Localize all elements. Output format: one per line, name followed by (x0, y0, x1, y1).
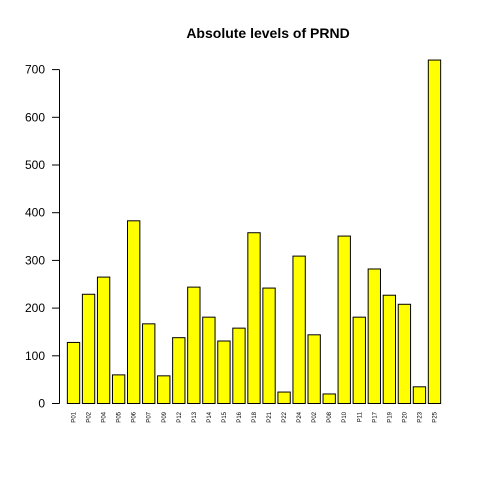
bar-p20 (397, 303, 412, 404)
x-tick-label: P12 (177, 411, 183, 422)
x-tick-label: P04 (102, 411, 108, 422)
bar-p15 (217, 340, 231, 404)
bar-p17 (367, 268, 381, 404)
x-tick-label: P14 (207, 411, 213, 422)
x-tick-labels: P01 P02 P04 P05 P06 P07 P09 P12 P13 P14 P15 P16 P18 P… (72, 411, 439, 422)
bar-p07 (142, 323, 156, 404)
x-tick-label: P05 (117, 411, 123, 422)
x-tick-label: P02 (87, 411, 93, 422)
y-tick-label: 0 (38, 397, 45, 411)
x-tick-label: P18 (252, 411, 258, 422)
x-tick-label: P17 (372, 411, 378, 422)
y-tick-label: 700 (25, 63, 45, 77)
x-tick-label: P08 (327, 411, 333, 422)
bar-p19 (382, 294, 397, 405)
x-tick-label: P19 (387, 411, 393, 422)
bar-p05 (111, 374, 126, 405)
x-tick-label: P20 (402, 411, 408, 422)
x-tick-label: P21 (267, 411, 273, 422)
bar-p04 (96, 276, 111, 404)
bar-p13 (187, 286, 201, 404)
x-tick-label: P15 (222, 411, 228, 422)
bar-p23 (412, 386, 427, 404)
chart-title: Absolute levels of PRND (186, 25, 349, 41)
bar-p08 (322, 393, 336, 404)
bar-p12 (172, 337, 186, 405)
bar-p06 (127, 220, 141, 404)
x-tick-label: P23 (417, 411, 423, 422)
bar-p02 (81, 293, 96, 404)
x-tick-label: P09 (162, 411, 168, 422)
x-tick-label: P13 (192, 411, 198, 422)
bar-p10 (337, 235, 351, 404)
bar-p01 (66, 341, 81, 404)
y-tick-label: 500 (25, 158, 45, 172)
x-tick-label: P16 (237, 411, 243, 422)
x-tick-label: P10 (342, 411, 348, 422)
bar-p25 (427, 59, 442, 405)
x-tick-label: P01 (72, 411, 78, 422)
bar-p14 (202, 316, 216, 404)
y-tick-label: 400 (25, 206, 45, 220)
y-tick-label: 600 (25, 110, 45, 124)
x-tick-label: P24 (297, 411, 303, 422)
bars (66, 59, 442, 405)
x-tick-label: P02 (312, 411, 318, 422)
x-tick-label: P06 (132, 411, 138, 422)
x-tick-label: P07 (147, 411, 153, 422)
y-tick-label: 200 (25, 301, 45, 315)
bar-p11 (352, 316, 366, 404)
y-tick-label: 100 (25, 349, 45, 363)
x-tick-label: P22 (282, 411, 288, 422)
bar-p09 (157, 375, 171, 405)
y-tick-label: 300 (25, 253, 45, 267)
bar-p24 (292, 255, 306, 404)
bar-p21 (262, 287, 276, 405)
x-tick-label: P25 (432, 411, 438, 422)
bar-p02 (307, 334, 321, 405)
y-axis: 0 100 200 300 400 500 600 700 (25, 63, 60, 411)
bar-p18 (247, 232, 261, 404)
x-tick-label: P11 (357, 411, 363, 422)
bar-p22 (277, 391, 291, 405)
bar-p16 (232, 327, 246, 404)
